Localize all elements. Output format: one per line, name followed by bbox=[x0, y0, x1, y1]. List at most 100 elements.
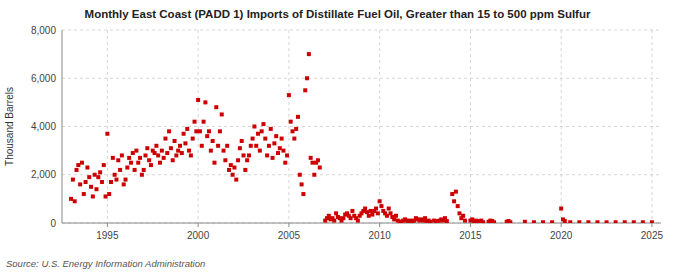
point bbox=[98, 170, 102, 174]
point bbox=[209, 149, 213, 153]
points bbox=[69, 52, 654, 223]
x-tick bbox=[651, 223, 652, 227]
point bbox=[379, 204, 383, 208]
point bbox=[203, 100, 207, 104]
point bbox=[69, 197, 73, 201]
point bbox=[508, 220, 512, 223]
point bbox=[278, 146, 282, 150]
point bbox=[202, 120, 206, 124]
point bbox=[272, 141, 276, 145]
point bbox=[650, 220, 654, 223]
axes: 02,0004,0006,0008,0001995200020052010201… bbox=[31, 25, 664, 242]
x-tick-label: 2020 bbox=[550, 230, 573, 241]
point bbox=[281, 149, 285, 153]
point bbox=[191, 137, 195, 141]
point bbox=[187, 149, 191, 153]
point bbox=[140, 173, 144, 177]
x-grid-line bbox=[651, 30, 652, 223]
x-tick-label: 2005 bbox=[278, 230, 301, 241]
point bbox=[294, 127, 298, 131]
point bbox=[171, 158, 175, 162]
title: Monthly East Coast (PADD 1) Imports of D… bbox=[85, 8, 591, 20]
y-grid-line bbox=[62, 174, 661, 175]
point bbox=[234, 178, 238, 182]
point bbox=[251, 137, 255, 141]
point bbox=[385, 214, 389, 218]
point bbox=[193, 120, 197, 124]
point bbox=[392, 217, 396, 221]
point bbox=[124, 178, 128, 182]
point bbox=[247, 153, 251, 157]
point bbox=[136, 161, 140, 165]
point bbox=[563, 219, 567, 223]
point bbox=[374, 207, 378, 211]
point bbox=[296, 115, 300, 119]
point bbox=[91, 194, 95, 198]
point bbox=[641, 220, 645, 223]
point bbox=[350, 209, 354, 213]
point bbox=[134, 149, 138, 153]
y-tick-label: 0 bbox=[50, 218, 56, 229]
point bbox=[456, 204, 460, 208]
point bbox=[163, 137, 167, 141]
point bbox=[595, 220, 599, 223]
point bbox=[214, 105, 218, 109]
point bbox=[89, 185, 93, 189]
point bbox=[153, 151, 157, 155]
x-tick bbox=[561, 223, 562, 227]
x-tick bbox=[107, 223, 108, 227]
point bbox=[129, 161, 133, 165]
point bbox=[267, 144, 271, 148]
point bbox=[363, 207, 367, 211]
point bbox=[84, 180, 88, 184]
point bbox=[291, 129, 295, 133]
point bbox=[378, 199, 382, 203]
point bbox=[222, 149, 226, 153]
point bbox=[309, 156, 313, 160]
point bbox=[463, 219, 467, 223]
point bbox=[238, 146, 242, 150]
point bbox=[182, 132, 186, 136]
point bbox=[481, 220, 485, 223]
point bbox=[143, 153, 147, 157]
point bbox=[104, 194, 108, 198]
point bbox=[211, 139, 215, 143]
point bbox=[450, 192, 454, 196]
point bbox=[577, 220, 581, 223]
point bbox=[310, 161, 314, 165]
point bbox=[212, 161, 216, 165]
point bbox=[492, 220, 496, 223]
point bbox=[231, 173, 235, 177]
x-tick-label: 2025 bbox=[641, 230, 664, 241]
point bbox=[263, 137, 267, 141]
point bbox=[178, 144, 182, 148]
point bbox=[73, 199, 77, 203]
point bbox=[614, 220, 618, 223]
x-tick-label: 1995 bbox=[96, 230, 119, 241]
point bbox=[232, 166, 236, 170]
point bbox=[356, 219, 360, 223]
point bbox=[568, 220, 572, 223]
point bbox=[225, 144, 229, 148]
point bbox=[205, 134, 209, 138]
point bbox=[532, 220, 536, 223]
point bbox=[318, 166, 322, 170]
point bbox=[428, 220, 432, 223]
point bbox=[76, 163, 80, 167]
point bbox=[154, 144, 158, 148]
grid bbox=[62, 30, 661, 223]
x-grid-line bbox=[198, 30, 199, 223]
point bbox=[185, 127, 189, 131]
point bbox=[245, 158, 249, 162]
point bbox=[365, 210, 369, 214]
point bbox=[341, 216, 345, 220]
point bbox=[258, 149, 262, 153]
point bbox=[523, 220, 527, 223]
point bbox=[261, 122, 265, 126]
point bbox=[78, 182, 82, 186]
point bbox=[274, 134, 278, 138]
point bbox=[85, 166, 89, 170]
chart: Monthly East Coast (PADD 1) Imports of D… bbox=[0, 0, 675, 275]
point bbox=[94, 187, 98, 191]
point bbox=[285, 153, 289, 157]
